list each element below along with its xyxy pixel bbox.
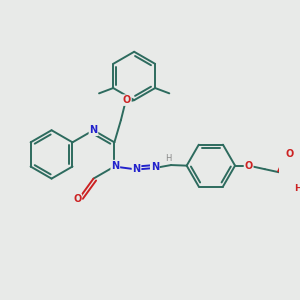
Text: N: N <box>89 125 98 135</box>
Text: N: N <box>111 160 119 171</box>
Text: O: O <box>286 149 294 159</box>
Text: H: H <box>166 154 172 163</box>
Text: N: N <box>151 162 159 172</box>
Text: O: O <box>123 95 131 105</box>
Text: O: O <box>73 194 81 204</box>
Text: O: O <box>244 160 253 171</box>
Text: H: H <box>294 184 300 193</box>
Text: N: N <box>133 164 141 174</box>
